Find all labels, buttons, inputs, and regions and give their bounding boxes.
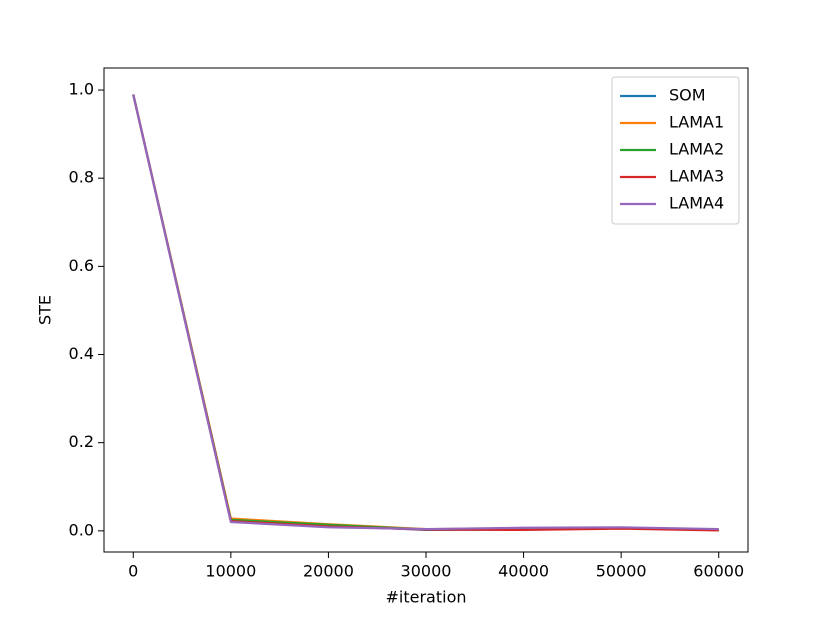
x-tick-label: 0 — [128, 562, 138, 581]
legend-label: LAMA3 — [669, 167, 724, 186]
legend-label: LAMA2 — [669, 140, 724, 159]
y-tick-label: 0.2 — [69, 432, 94, 451]
x-tick-label: 20000 — [303, 562, 354, 581]
line — [132, 94, 719, 531]
y-tick-label: 0.4 — [69, 344, 94, 363]
x-tick-label: 40000 — [498, 562, 549, 581]
y-tick-label: 0.0 — [69, 520, 94, 539]
legend-label: LAMA4 — [669, 194, 724, 213]
x-tick-label: 10000 — [205, 562, 256, 581]
x-tick-label: 50000 — [596, 562, 647, 581]
y-tick-label: 0.8 — [69, 168, 94, 187]
y-tick-label: 1.0 — [69, 80, 94, 99]
x-axis-label: #iteration — [386, 588, 467, 607]
x-tick-label: 30000 — [401, 562, 452, 581]
legend-box — [611, 76, 740, 225]
x-tick-label: 60000 — [693, 562, 744, 581]
y-tick-label: 0.6 — [69, 256, 94, 275]
y-axis-label: STE — [36, 295, 55, 325]
legend-label: LAMA1 — [669, 113, 724, 132]
legend-label: SOM — [669, 86, 706, 105]
plot-frame — [103, 67, 749, 553]
